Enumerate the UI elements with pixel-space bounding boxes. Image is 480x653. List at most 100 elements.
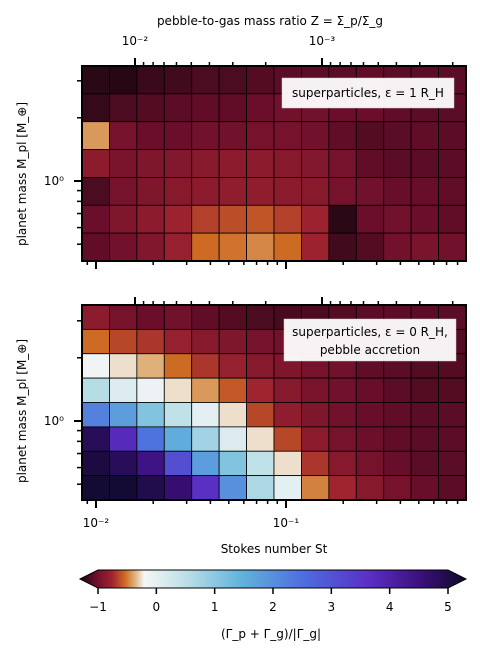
bottom-panel-cell xyxy=(163,475,193,501)
top-panel-cell xyxy=(383,177,412,206)
bottom-panel-cell xyxy=(136,328,165,355)
top-panel-cell xyxy=(328,177,357,206)
bottom-panel-cell xyxy=(218,377,247,403)
bottom-panel-cell xyxy=(328,475,357,501)
top-panel-cell xyxy=(191,149,220,178)
colorbar-tick-label: 5 xyxy=(444,600,452,614)
bottom-panel-cell xyxy=(273,450,302,477)
top-panel-cell xyxy=(273,204,302,234)
top-panel-cell xyxy=(355,121,385,150)
top-panel-cell xyxy=(246,65,275,95)
bottom-panel-cell xyxy=(218,328,247,355)
top-panel-cell xyxy=(109,65,138,95)
top-panel-top-tick-label-1: 10⁻² xyxy=(122,34,149,48)
bottom-panel-cell xyxy=(191,328,220,355)
top-panel-y-ticks xyxy=(74,80,82,245)
top-panel-cell xyxy=(163,149,193,178)
top-panel-cell xyxy=(191,177,220,206)
top-panel-cell xyxy=(383,121,412,150)
bottom-panel-x-ticks xyxy=(86,500,459,508)
bottom-panel-cell xyxy=(410,402,439,428)
bottom-panel-cell xyxy=(109,450,138,477)
top-panel-cell xyxy=(301,232,330,262)
bottom-panel-cell xyxy=(355,475,385,501)
bottom-panel-cell xyxy=(410,426,439,452)
bottom-panel-x-tick-label-1: 10⁻² xyxy=(83,516,110,530)
colorbar-tick-label: −1 xyxy=(89,600,107,614)
bottom-panel-cell xyxy=(328,426,357,452)
top-panel-cell xyxy=(81,149,110,178)
bottom-panel-cell xyxy=(438,377,467,403)
top-panel-cell xyxy=(410,232,439,262)
colorbar xyxy=(78,569,468,589)
top-panel-cell xyxy=(218,65,247,95)
bottom-panel-cell xyxy=(136,450,165,477)
bottom-panel-cell xyxy=(191,402,220,428)
top-panel-cell xyxy=(273,121,302,150)
bottom-panel-cell xyxy=(163,304,193,330)
bottom-panel-cell xyxy=(81,304,110,330)
bottom-panel-cell xyxy=(355,450,385,477)
top-panel-annotation: superparticles, ε = 1 R_H xyxy=(292,86,444,100)
bottom-panel-cell xyxy=(218,475,247,501)
bottom-panel-frame xyxy=(81,304,467,501)
bottom-panel-cell xyxy=(410,475,439,501)
top-panel-cell xyxy=(81,65,110,95)
top-panel-cell xyxy=(273,177,302,206)
top-panel-cell xyxy=(218,121,247,150)
bottom-panel-cell xyxy=(81,475,110,501)
top-panel-cell xyxy=(81,204,110,234)
top-panel-cell xyxy=(355,149,385,178)
top-panel-cell xyxy=(410,149,439,178)
bottom-panel-cell xyxy=(301,475,330,501)
bottom-panel-cell xyxy=(81,450,110,477)
bottom-panel-cell xyxy=(136,353,165,379)
top-panel-cell xyxy=(246,232,275,262)
bottom-panel-cell xyxy=(218,353,247,379)
top-panel-cell xyxy=(355,204,385,234)
top-panel-cell xyxy=(328,232,357,262)
top-panel-cell xyxy=(410,177,439,206)
bottom-panel-cell xyxy=(328,450,357,477)
bottom-panel-cell xyxy=(246,426,275,452)
bottom-panel-cell xyxy=(109,353,138,379)
bottom-panel-cell xyxy=(355,402,385,428)
top-panel-cell xyxy=(273,149,302,178)
top-panel-cell xyxy=(383,232,412,262)
top-panel-cell xyxy=(81,232,110,262)
top-panel-annotation-box xyxy=(281,77,455,109)
top-panel-cell xyxy=(355,177,385,206)
bottom-panel-cell xyxy=(109,475,138,501)
bottom-panel-cell xyxy=(191,426,220,452)
top-panel-cell xyxy=(136,149,165,178)
bottom-panel-cell xyxy=(136,426,165,452)
top-panel-cell xyxy=(218,204,247,234)
bottom-panel-cell xyxy=(410,450,439,477)
bottom-panel-cell xyxy=(438,475,467,501)
colorbar-label: (Γ_p + Γ_g)/|Γ_g| xyxy=(221,627,321,641)
bottom-panel-cell xyxy=(383,402,412,428)
top-panel-cell xyxy=(109,149,138,178)
top-panel-cell xyxy=(246,121,275,150)
bottom-panel-cell xyxy=(328,377,357,403)
bottom-panel-cell xyxy=(273,377,302,403)
bottom-panel-cell xyxy=(163,353,193,379)
bottom-panel-cell xyxy=(218,402,247,428)
bottom-panel-cell xyxy=(301,377,330,403)
top-panel-cell xyxy=(81,93,110,123)
top-panel-cell xyxy=(328,204,357,234)
bottom-panel-cell xyxy=(163,402,193,428)
bottom-panel-cell xyxy=(383,426,412,452)
top-panel-cell xyxy=(163,177,193,206)
bottom-panel-cell xyxy=(81,402,110,428)
bottom-panel-cell xyxy=(163,450,193,477)
top-panel-cell xyxy=(136,121,165,150)
top-panel-cell xyxy=(438,204,467,234)
bottom-panel-cell xyxy=(273,475,302,501)
bottom-panel-cell xyxy=(246,328,275,355)
top-panel-y-tick-label: 10⁰ xyxy=(44,174,64,188)
top-panel-top-tick-label-2: 10⁻³ xyxy=(309,34,336,48)
bottom-panel-cell xyxy=(136,377,165,403)
top-panel-cell xyxy=(218,232,247,262)
